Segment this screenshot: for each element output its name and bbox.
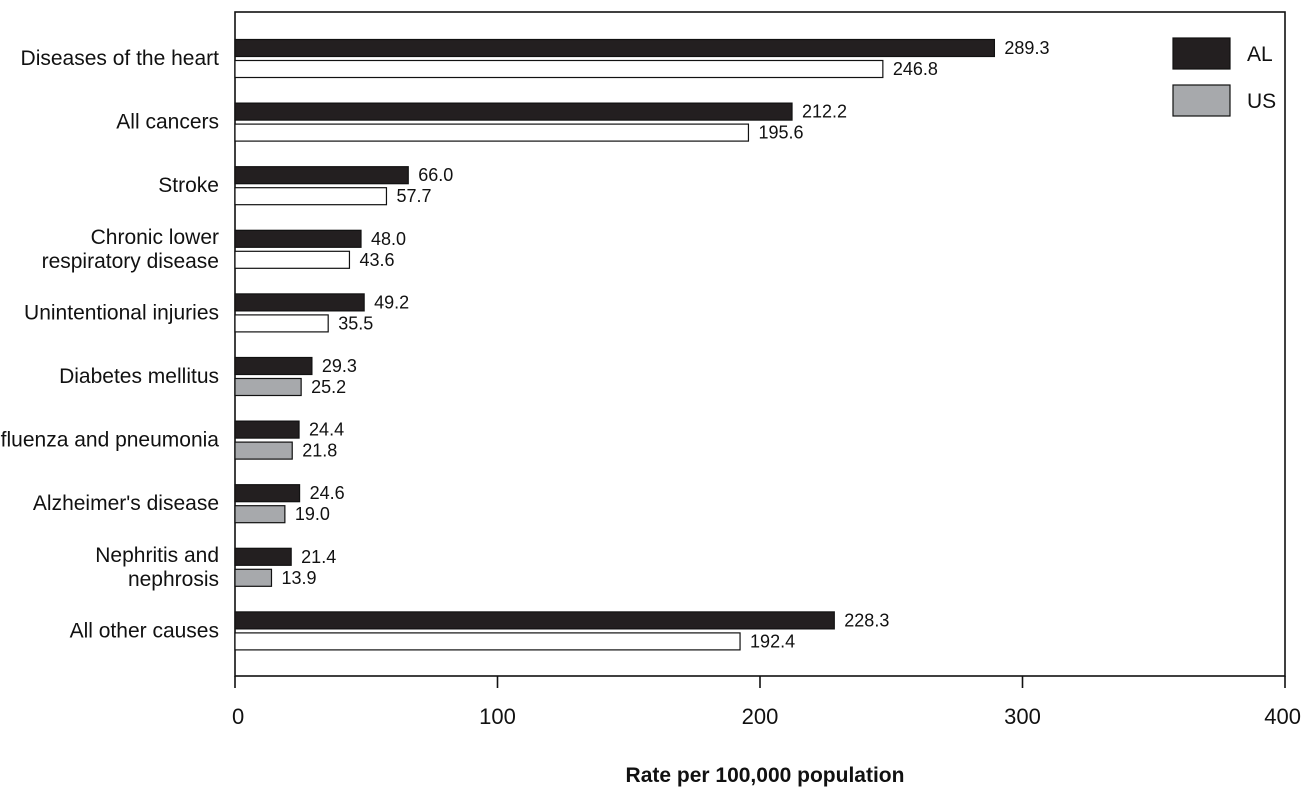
value-label-us: 25.2 xyxy=(311,377,346,397)
value-label-us: 192.4 xyxy=(750,631,795,651)
legend: AL US xyxy=(1172,37,1276,117)
category-label: Unintentional injuries xyxy=(24,301,219,324)
value-label-al: 289.3 xyxy=(1004,38,1049,58)
value-label-us: 13.9 xyxy=(281,568,316,588)
x-tick-label: 0 xyxy=(232,704,244,729)
bar-al xyxy=(234,166,409,185)
value-label-us: 19.0 xyxy=(295,504,330,524)
category-label: Influenza and pneumonia xyxy=(0,429,219,452)
x-axis-title: Rate per 100,000 population xyxy=(626,764,905,787)
value-label-us: 21.8 xyxy=(302,441,337,461)
bar-us xyxy=(234,59,884,79)
bar-al xyxy=(234,484,301,503)
value-label-al: 212.2 xyxy=(802,102,847,122)
value-label-al: 21.4 xyxy=(301,547,336,567)
x-tick-label: 400 xyxy=(1264,704,1301,729)
value-label-us: 35.5 xyxy=(338,313,373,333)
bar-al xyxy=(234,356,313,376)
category-label: Diabetes mellitus xyxy=(59,365,219,388)
category-label: Nephritis and xyxy=(95,544,219,567)
category-label: respiratory disease xyxy=(42,250,219,273)
x-tick-label: 300 xyxy=(1004,704,1041,729)
value-label-al: 48.0 xyxy=(371,229,406,249)
bar-us xyxy=(234,187,388,206)
x-tick-label: 100 xyxy=(479,704,516,729)
bar-al xyxy=(234,229,362,248)
value-label-us: 195.6 xyxy=(758,123,803,143)
bars-group xyxy=(234,38,996,651)
category-label: Alzheimer's disease xyxy=(33,492,219,515)
bar-al xyxy=(234,293,365,312)
bar-al xyxy=(234,102,793,121)
bar-us xyxy=(234,441,293,460)
category-labels-group: Diseases of the heart All cancers Stroke Ch… xyxy=(0,47,219,642)
value-label-us: 43.6 xyxy=(359,250,394,270)
bar-us xyxy=(234,568,273,587)
value-label-al: 24.4 xyxy=(309,420,344,440)
bar-al xyxy=(234,38,996,58)
value-label-al: 29.3 xyxy=(322,356,357,376)
value-label-us: 57.7 xyxy=(396,186,431,206)
bar-al xyxy=(234,420,300,439)
category-label: Stroke xyxy=(158,174,219,197)
bar-al xyxy=(234,611,835,630)
x-axis: 0 100 200 300 400 xyxy=(232,676,1301,729)
bar-al xyxy=(234,547,292,566)
legend-label-al: AL xyxy=(1247,43,1273,66)
category-label: Chronic lower xyxy=(91,226,219,249)
bar-us xyxy=(234,314,329,333)
category-label: All cancers xyxy=(116,111,219,134)
value-label-al: 66.0 xyxy=(418,165,453,185)
bar-us xyxy=(234,632,741,651)
value-label-al: 24.6 xyxy=(310,483,345,503)
legend-swatch-al xyxy=(1172,37,1231,70)
category-label: nephrosis xyxy=(128,568,219,591)
legend-swatch-us xyxy=(1172,84,1231,117)
value-label-us: 246.8 xyxy=(893,59,938,79)
bar-us xyxy=(234,123,750,142)
x-tick-label: 200 xyxy=(742,704,779,729)
bar-us xyxy=(234,377,302,397)
category-label: All other causes xyxy=(70,619,219,642)
bar-us xyxy=(234,505,286,524)
legend-label-us: US xyxy=(1247,90,1276,113)
bar-us xyxy=(234,250,351,269)
value-label-al: 228.3 xyxy=(844,610,889,630)
value-label-al: 49.2 xyxy=(374,292,409,312)
category-label: Diseases of the heart xyxy=(21,47,220,70)
